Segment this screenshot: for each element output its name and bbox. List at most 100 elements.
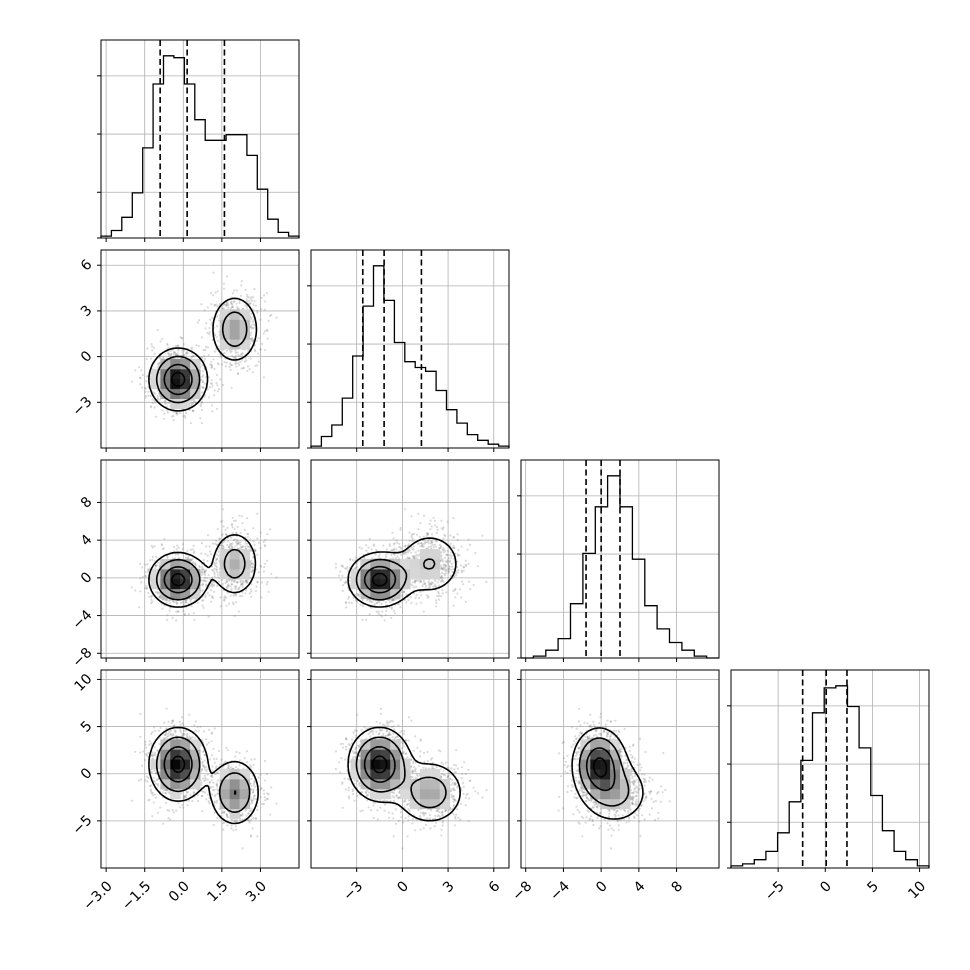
scatter-point	[229, 585, 232, 588]
scatter-point	[217, 388, 221, 391]
scatter-point	[358, 546, 361, 549]
scatter-point	[481, 534, 484, 537]
scatter-point	[407, 599, 410, 602]
scatter-point	[176, 544, 179, 547]
grid-lines	[101, 460, 299, 658]
grid-lines	[101, 250, 299, 448]
scatter-point	[146, 347, 149, 350]
scatter-point	[434, 585, 438, 588]
scatter-point	[181, 547, 184, 551]
scatter-point	[410, 534, 413, 537]
scatter-point	[233, 356, 236, 359]
scatter-point	[443, 563, 446, 566]
scatter-point	[362, 604, 365, 608]
scatter-point	[445, 553, 448, 556]
scatter-point	[210, 404, 214, 407]
scatter-point	[414, 551, 417, 554]
scatter-point	[468, 580, 471, 583]
scatter-point	[264, 300, 267, 303]
density-cell	[239, 549, 250, 560]
scatter-point	[173, 601, 176, 604]
scatter-point	[210, 360, 213, 363]
scatter-point	[251, 566, 254, 569]
scatter-point	[244, 545, 247, 548]
scatter-point	[158, 362, 161, 365]
scatter-point	[427, 580, 430, 584]
scatter-point	[260, 596, 263, 599]
scatter-point	[174, 353, 177, 356]
scatter-point	[161, 409, 164, 412]
scatter-point	[270, 313, 273, 316]
histogram-step	[310, 265, 510, 448]
scatter-point	[244, 592, 247, 595]
scatter-point	[222, 383, 225, 387]
scatter-point	[266, 329, 269, 333]
scatter-point	[261, 342, 264, 345]
scatter-point	[267, 590, 270, 594]
scatter-point	[147, 390, 150, 393]
grid-lines	[101, 40, 299, 238]
scatter-point	[232, 519, 236, 522]
scatter-point	[213, 590, 216, 594]
scatter-point	[402, 552, 406, 556]
scatter-point	[442, 580, 445, 583]
scatter-point	[227, 306, 230, 309]
scatter-point	[229, 363, 233, 367]
scatter-point	[422, 514, 426, 517]
scatter-point	[206, 592, 209, 595]
scatter-point	[251, 320, 254, 324]
scatter-point	[166, 344, 169, 347]
scatter-point	[185, 353, 188, 356]
scatter-point	[452, 536, 455, 539]
scatter-point	[250, 323, 253, 326]
scatter-point	[202, 386, 205, 389]
scatter-point	[236, 372, 239, 375]
scatter-point	[253, 288, 256, 291]
scatter-point	[149, 405, 152, 408]
scatter-points	[130, 271, 278, 425]
density-cell	[219, 329, 231, 340]
scatter-point	[251, 570, 254, 573]
scatter-point	[356, 566, 359, 569]
scatter-point	[182, 609, 185, 613]
scatter-point	[138, 366, 141, 369]
scatter-point	[225, 301, 228, 304]
scatter-point	[247, 545, 250, 548]
scatter-point	[440, 571, 444, 575]
scatter-point	[376, 601, 379, 605]
scatter-point	[259, 308, 263, 311]
scatter-point	[144, 574, 147, 578]
scatter-point	[215, 381, 218, 385]
scatter-point	[262, 332, 265, 335]
scatter-point	[250, 562, 253, 565]
contour-line	[163, 363, 193, 396]
scatter-point	[202, 599, 205, 602]
scatter-point	[461, 580, 464, 583]
scatter-point	[247, 349, 250, 352]
scatter-point	[213, 561, 216, 565]
scatter-point	[456, 533, 459, 536]
y-tick-label: 0	[78, 569, 96, 587]
scatter-point	[154, 566, 157, 570]
scatter-point	[378, 601, 381, 604]
scatter-point	[200, 356, 203, 359]
scatter-point	[184, 556, 187, 559]
scatter-point	[213, 563, 216, 566]
scatter-point	[236, 351, 239, 354]
scatter-point	[213, 367, 216, 370]
scatter-point	[165, 601, 168, 604]
scatter-point	[435, 605, 438, 608]
scatter-point	[409, 596, 412, 599]
scatter-point	[192, 612, 195, 615]
scatter-point	[440, 567, 443, 570]
scatter-point	[472, 584, 475, 587]
scatter-point	[247, 296, 250, 299]
scatter-point	[444, 570, 447, 573]
scatter-point	[347, 597, 350, 600]
scatter-point	[230, 544, 233, 548]
scatter-point	[151, 546, 154, 549]
scatter-point	[341, 589, 344, 593]
scatter-point	[140, 581, 143, 584]
scatter-point	[238, 354, 242, 358]
scatter-point	[460, 545, 463, 548]
